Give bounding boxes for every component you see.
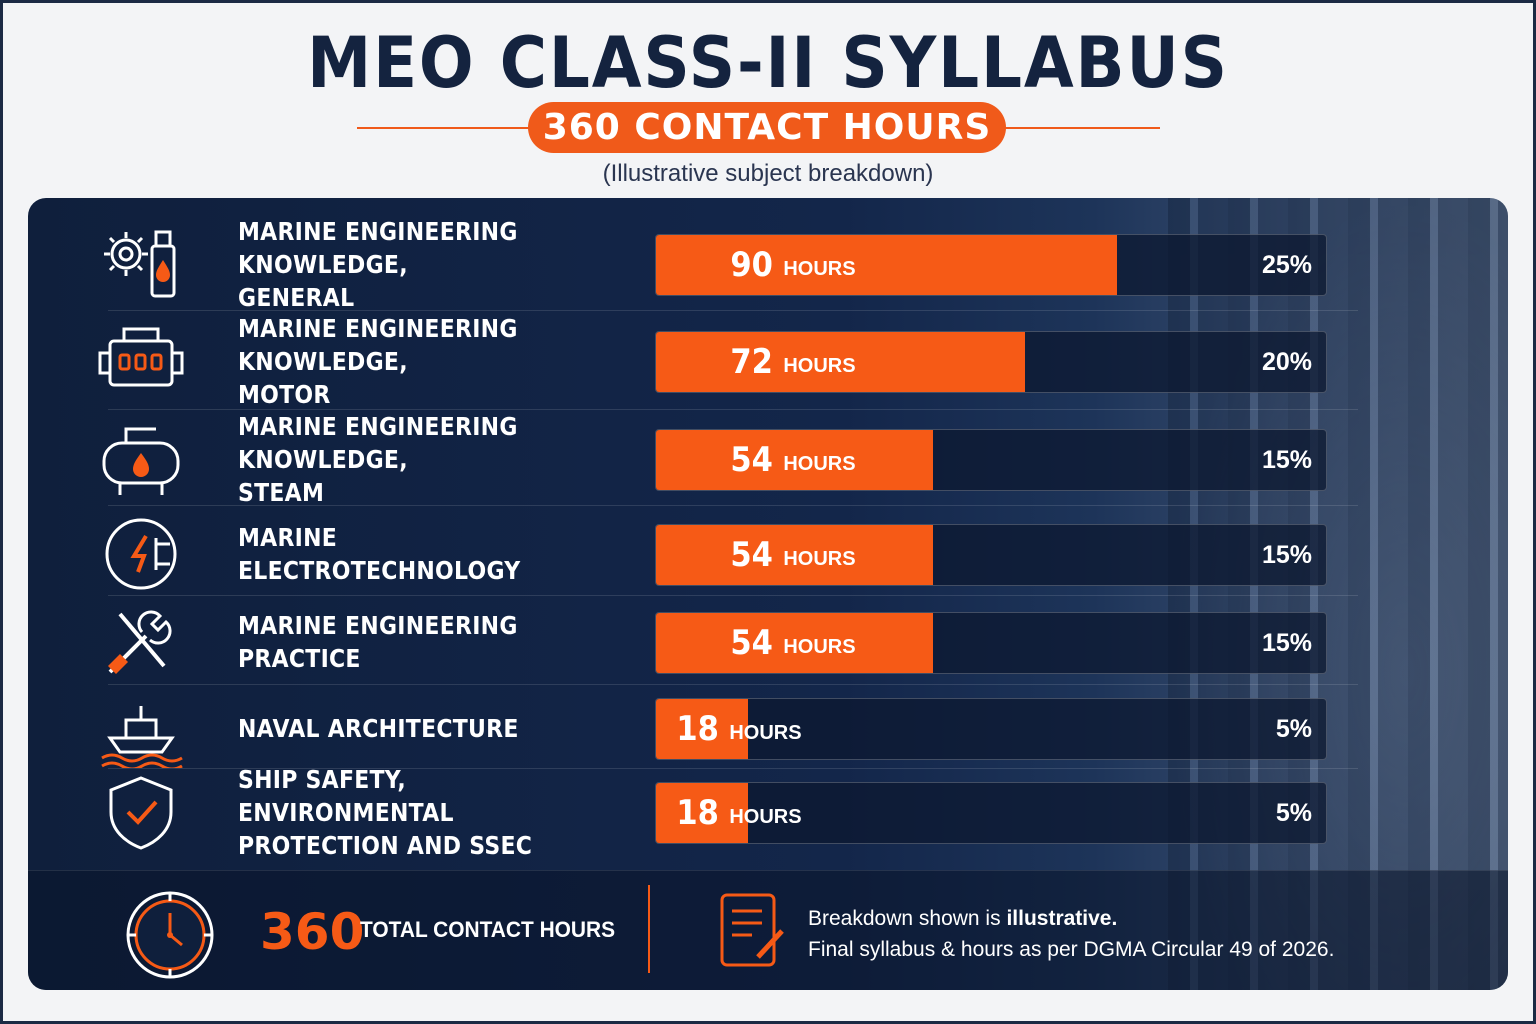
- bar-hours-value: 72: [730, 342, 773, 382]
- power-plug-icon: [96, 514, 186, 594]
- bar-hours-label: 54 HOURS: [728, 430, 856, 490]
- bar-hours-unit: HOURS: [783, 635, 856, 658]
- bar-track: 54 HOURS 15%: [655, 429, 1327, 491]
- total-hours-value: 360: [260, 903, 365, 961]
- clock-icon: [126, 891, 214, 979]
- bar-fill: [656, 783, 748, 843]
- subject-label-line-2: PROTECTION AND SSEC: [238, 830, 533, 860]
- document-edit-icon: [720, 893, 784, 967]
- bar-percent-label: 15%: [1261, 445, 1312, 474]
- note-line-2: Final syllabus & hours as per DGMA Circu…: [808, 938, 1335, 961]
- total-hours-label: TOTAL CONTACT HOURS: [360, 917, 616, 942]
- bar-hours-unit: HOURS: [729, 721, 802, 744]
- subject-label-line-1: MARINE ENGINEERING KNOWLEDGE,: [238, 313, 518, 376]
- bar-track: 18 HOURS 5%: [655, 782, 1327, 844]
- tools-icon: [96, 602, 186, 682]
- totals-bar: 360 TOTAL CONTACT HOURS Breakdown shown …: [28, 870, 1508, 990]
- subject-label: MARINE ENGINEERING KNOWLEDGE, STEAM: [238, 412, 608, 507]
- bar-hours-unit: HOURS: [783, 257, 856, 280]
- subject-label-line-1: MARINE ENGINEERING PRACTICE: [238, 611, 518, 673]
- footer-divider: [648, 885, 650, 973]
- bar-fill: [656, 332, 1025, 392]
- bar-percent-label: 20%: [1261, 347, 1312, 376]
- note-prefix: Breakdown shown is: [808, 907, 1007, 930]
- bar-fill: [656, 235, 1117, 295]
- bar-hours-label: 18 HOURS: [674, 699, 802, 759]
- bar-track: 90 HOURS 25%: [655, 234, 1327, 296]
- bar-percent-label: 5%: [1275, 714, 1312, 743]
- bar-hours-value: 54: [730, 623, 773, 663]
- boiler-icon: [96, 419, 186, 499]
- row-divider: [108, 595, 1358, 596]
- bar-hours-value: 54: [730, 440, 773, 480]
- subject-label-line-2: GENERAL: [238, 282, 355, 312]
- title-rule-left: [357, 127, 532, 129]
- subject-label-line-1: SHIP SAFETY, ENVIRONMENTAL: [238, 764, 454, 827]
- bar-percent-label: 25%: [1261, 250, 1312, 279]
- contact-hours-badge: 360 CONTACT HOURS: [528, 102, 1006, 153]
- bar-hours-label: 54 HOURS: [728, 525, 856, 585]
- bar-track: 54 HOURS 15%: [655, 612, 1327, 674]
- bar-hours-value: 54: [730, 535, 773, 575]
- bar-hours-unit: HOURS: [783, 547, 856, 570]
- subject-label: NAVAL ARCHITECTURE: [238, 698, 608, 758]
- bar-hours-value: 18: [676, 709, 719, 749]
- shield-check-icon: [96, 772, 186, 852]
- row-divider: [108, 505, 1358, 506]
- note-emphasis: illustrative.: [1006, 907, 1118, 930]
- bar-percent-label: 15%: [1261, 540, 1312, 569]
- subject-label-line-1: NAVAL ARCHITECTURE: [238, 713, 519, 743]
- footer-note: Breakdown shown is illustrative. Final s…: [808, 903, 1334, 965]
- bar-hours-label: 72 HOURS: [728, 332, 856, 392]
- bar-hours-unit: HOURS: [783, 452, 856, 475]
- row-divider: [108, 768, 1358, 769]
- subject-label: MARINE ELECTROTECHNOLOGY: [238, 523, 608, 585]
- syllabus-panel: MARINE ENGINEERING KNOWLEDGE, GENERAL 90 HO…: [28, 198, 1508, 990]
- bar-hours-unit: HOURS: [783, 354, 856, 377]
- ship-icon: [96, 688, 186, 771]
- bar-percent-label: 15%: [1261, 628, 1312, 657]
- subject-label-line-2: STEAM: [238, 477, 325, 507]
- bar-track: 54 HOURS 15%: [655, 524, 1327, 586]
- subject-label-line-1: MARINE ENGINEERING KNOWLEDGE,: [238, 411, 518, 474]
- subject-label-line-2: MOTOR: [238, 379, 331, 409]
- page-subtitle: (Illustrative subject breakdown): [602, 160, 934, 187]
- machinery-background: [1168, 198, 1508, 990]
- bar-fill: [656, 699, 748, 759]
- bar-percent-label: 5%: [1275, 798, 1312, 827]
- subject-label: SHIP SAFETY, ENVIRONMENTAL PROTECTION AND…: [238, 765, 608, 860]
- bar-hours-value: 18: [676, 793, 719, 833]
- subject-label-line-1: MARINE ELECTROTECHNOLOGY: [238, 523, 521, 585]
- bar-hours-value: 90: [730, 245, 773, 285]
- bar-track: 72 HOURS 20%: [655, 331, 1327, 393]
- bar-fill: [656, 525, 933, 585]
- title-rule-right: [1000, 127, 1160, 129]
- subject-label-line-1: MARINE ENGINEERING KNOWLEDGE,: [238, 216, 518, 279]
- gear-oil-icon: [96, 224, 186, 304]
- page-title: MEO CLASS-II SYLLABUS: [307, 22, 1229, 104]
- bar-hours-label: 54 HOURS: [728, 613, 856, 673]
- row-divider: [108, 409, 1358, 410]
- bar-hours-label: 18 HOURS: [674, 783, 802, 843]
- engine-icon: [96, 321, 186, 401]
- subject-label: MARINE ENGINEERING KNOWLEDGE, MOTOR: [238, 314, 608, 409]
- bar-fill: [656, 430, 933, 490]
- bar-hours-label: 90 HOURS: [728, 235, 856, 295]
- bar-track: 18 HOURS 5%: [655, 698, 1327, 760]
- bar-hours-unit: HOURS: [729, 805, 802, 828]
- subject-label: MARINE ENGINEERING PRACTICE: [238, 611, 608, 673]
- bar-fill: [656, 613, 933, 673]
- subject-label: MARINE ENGINEERING KNOWLEDGE, GENERAL: [238, 217, 608, 312]
- row-divider: [108, 310, 1358, 311]
- row-divider: [108, 684, 1358, 685]
